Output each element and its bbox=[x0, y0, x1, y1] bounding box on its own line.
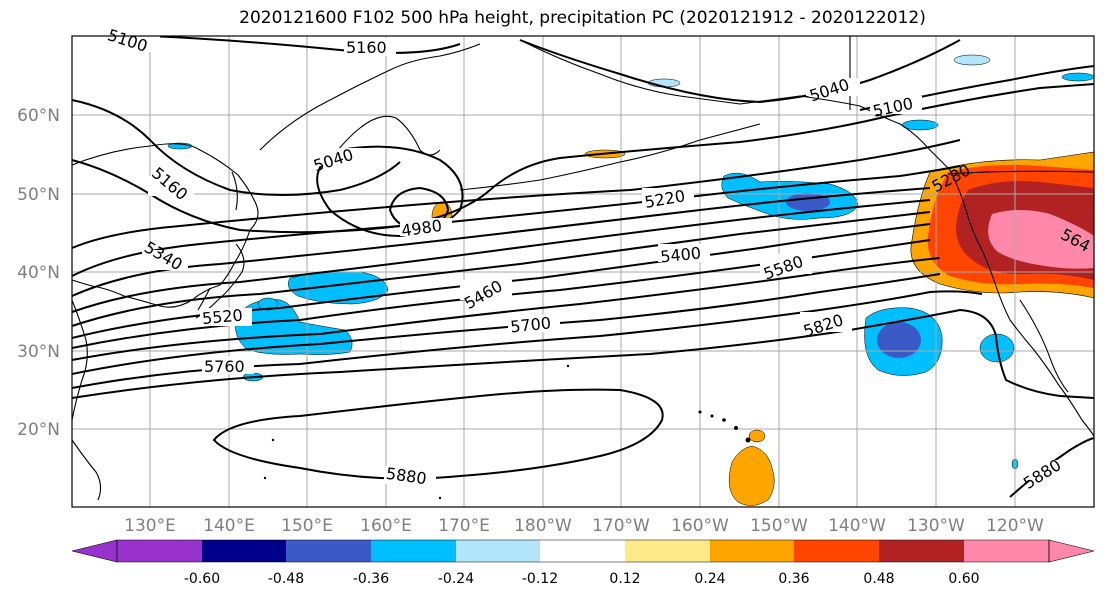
coast-northamerica bbox=[949, 169, 1095, 437]
contour-5880-east bbox=[1009, 437, 1095, 498]
colorbar: -0.60 -0.48 -0.36 -0.24 -0.12 0.12 0.24 … bbox=[71, 539, 1095, 587]
lon-label: 150°W bbox=[750, 516, 808, 536]
coast-aleutians bbox=[459, 123, 761, 191]
lat-label: 30°N bbox=[17, 342, 60, 362]
negative-anomaly-gulf-core bbox=[786, 193, 830, 211]
contour-label: 5160 bbox=[346, 38, 387, 57]
colorbar-tick-label: -0.60 bbox=[184, 571, 220, 587]
colorbar-swatch bbox=[286, 540, 371, 562]
lat-label: 20°N bbox=[17, 420, 60, 440]
lon-label: 170°E bbox=[438, 516, 490, 536]
coast-baja bbox=[1019, 299, 1069, 393]
contour-label: 5700 bbox=[509, 313, 551, 336]
negative-anomaly-small-1 bbox=[257, 297, 279, 311]
border-ca-us bbox=[947, 170, 1095, 175]
map-panel: 5100 5160 5160 5040 5040 5100 4980 5220 … bbox=[71, 25, 1095, 508]
contour-5880-closed bbox=[212, 388, 664, 480]
latitude-labels: 60°N 50°N 40°N 30°N 20°N bbox=[17, 106, 60, 440]
lon-label: 150°E bbox=[281, 516, 333, 536]
colorbar-tick-label: 0.48 bbox=[863, 571, 894, 587]
colorbar-tick-label: 0.12 bbox=[609, 571, 640, 587]
colorbar-tick-label: 0.24 bbox=[694, 571, 725, 587]
map-frame bbox=[71, 35, 1095, 508]
colorbar-tick-label: -0.12 bbox=[522, 571, 558, 587]
islands bbox=[263, 364, 751, 500]
lat-label: 40°N bbox=[17, 263, 60, 283]
contour-label: 5760 bbox=[204, 357, 245, 376]
negative-anomaly-subtropical-core bbox=[877, 322, 921, 358]
contour-5160-north bbox=[149, 35, 461, 54]
negative-anomaly-canada bbox=[953, 54, 991, 66]
positive-anomaly-hawaii bbox=[728, 445, 775, 506]
contour-label: 5400 bbox=[659, 243, 701, 266]
contour-5160 bbox=[71, 83, 1095, 234]
contour-5700 bbox=[71, 273, 941, 375]
lon-label: 130°E bbox=[124, 516, 176, 536]
contour-label: 5520 bbox=[201, 306, 243, 328]
lat-label: 50°N bbox=[17, 185, 60, 205]
contour-5040-east bbox=[519, 39, 961, 104]
lon-label: 140°E bbox=[203, 516, 255, 536]
colorbar-swatch bbox=[625, 540, 710, 562]
contour-5820 bbox=[71, 308, 1095, 399]
colorbar-ticks: -0.60 -0.48 -0.36 -0.24 -0.12 0.12 0.24 … bbox=[184, 571, 980, 587]
lon-label: 160°W bbox=[671, 516, 729, 536]
lon-label: 120°W bbox=[986, 516, 1044, 536]
colorbar-swatch bbox=[202, 540, 286, 562]
colorbar-extend-low bbox=[71, 539, 118, 563]
colorbar-swatch bbox=[794, 540, 879, 562]
colorbar-swatch bbox=[117, 540, 202, 562]
height-contours bbox=[71, 35, 1095, 498]
colorbar-swatch bbox=[540, 540, 625, 562]
colorbar-swatch bbox=[710, 540, 794, 562]
colorbar-tick-label: -0.36 bbox=[353, 571, 389, 587]
gridlines bbox=[72, 36, 1094, 507]
coast-philippines bbox=[71, 299, 102, 501]
colorbar-extend-high bbox=[1048, 539, 1095, 563]
lat-label: 60°N bbox=[17, 106, 60, 126]
lon-label: 140°W bbox=[828, 516, 886, 536]
colorbar-tick-label: -0.48 bbox=[268, 571, 304, 587]
contour-5640 bbox=[71, 257, 941, 361]
contour-5460 bbox=[71, 211, 931, 327]
contour-5220 bbox=[71, 139, 961, 249]
colorbar-tick-label: -0.24 bbox=[438, 571, 474, 587]
colorbar-swatch bbox=[456, 540, 540, 562]
contour-5400 bbox=[71, 199, 931, 313]
lon-label: 130°W bbox=[907, 516, 965, 536]
contour-5280 bbox=[71, 165, 961, 277]
colorbar-swatch bbox=[964, 540, 1049, 562]
lon-label: 180°W bbox=[514, 516, 572, 536]
colorbar-swatch bbox=[879, 540, 964, 562]
colorbar-tick-label: 0.60 bbox=[948, 571, 979, 587]
lon-label: 160°E bbox=[360, 516, 412, 536]
longitude-labels: 130°E 140°E 150°E 160°E 170°E 180°W 170°… bbox=[124, 516, 1044, 536]
negative-anomaly-canada-2 bbox=[1061, 72, 1095, 82]
lon-label: 170°W bbox=[592, 516, 650, 536]
map-title: 2020121600 F102 500 hPa height, precipit… bbox=[239, 8, 926, 28]
colorbar-swatch bbox=[371, 540, 456, 562]
positive-anomaly-hawaii-north bbox=[748, 429, 766, 443]
colorbar-tick-label: 0.36 bbox=[778, 571, 809, 587]
